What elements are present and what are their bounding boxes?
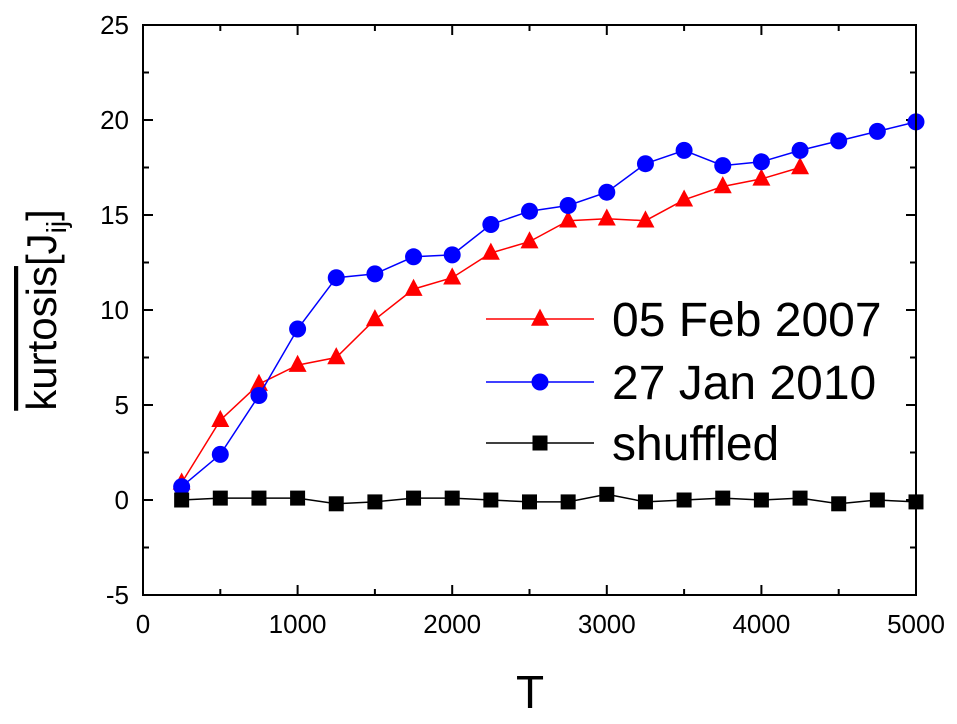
y-axis-title-bracket-close: ] — [18, 209, 65, 221]
data-point-square — [406, 490, 422, 506]
y-axis-title-bracket-open: [J — [18, 233, 65, 266]
y-tick-label: 20 — [100, 105, 129, 135]
x-tick-label: 5000 — [887, 609, 945, 639]
data-point-circle — [173, 478, 191, 496]
data-point-circle — [714, 157, 732, 175]
y-tick-label: -5 — [106, 580, 129, 610]
data-point-square — [831, 496, 847, 512]
data-point-circle — [443, 246, 461, 264]
legend-item: shuffled — [486, 418, 779, 471]
data-point-triangle — [559, 210, 578, 228]
data-point-triangle — [791, 157, 810, 175]
data-point-circle — [521, 202, 538, 220]
legend-label: 27 Jan 2010 — [612, 357, 876, 410]
data-point-circle — [366, 265, 384, 283]
data-point-circle — [675, 141, 693, 159]
series-1 — [173, 113, 925, 496]
legend-marker-square — [532, 435, 548, 451]
data-point-circle — [752, 153, 770, 171]
data-point-square — [328, 496, 344, 512]
data-point-square — [599, 486, 615, 502]
data-point-square — [676, 492, 692, 508]
y-axis-title-overline: kurtosis — [18, 266, 65, 411]
x-tick-label: 0 — [136, 609, 150, 639]
y-tick-label: 15 — [100, 200, 129, 230]
plot-frame — [142, 24, 917, 596]
data-point-triangle — [597, 208, 616, 226]
data-point-square — [212, 490, 228, 506]
legend-label: 05 Feb 2007 — [612, 294, 882, 347]
data-point-triangle — [443, 267, 462, 285]
data-point-circle — [482, 216, 500, 233]
y-tick-label: 10 — [100, 295, 129, 325]
data-point-square — [715, 490, 731, 506]
legend-label: shuffled — [612, 418, 779, 471]
data-point-circle — [868, 122, 886, 140]
svg-text:kurtosis[Jij]: kurtosis[Jij] — [18, 209, 72, 411]
series-layer — [172, 113, 925, 512]
data-point-square — [792, 490, 808, 506]
data-point-square — [637, 494, 653, 510]
x-tick-label: 1000 — [269, 609, 327, 639]
y-tick-label: 5 — [115, 390, 129, 420]
data-point-circle — [250, 387, 268, 404]
data-point-square — [367, 494, 383, 510]
data-point-triangle — [365, 309, 384, 327]
legend-marker-circle — [531, 373, 549, 391]
data-point-circle — [327, 269, 345, 287]
x-tick-label: 3000 — [578, 609, 636, 639]
data-point-circle — [791, 141, 809, 159]
x-axis-title: T — [516, 666, 544, 718]
data-point-square — [290, 490, 306, 506]
data-point-square — [444, 490, 460, 506]
data-point-circle — [289, 320, 307, 338]
data-point-square — [869, 492, 885, 508]
data-point-square — [174, 492, 190, 508]
data-point-square — [522, 494, 537, 510]
y-axis-title: kurtosis[Jij] — [18, 209, 72, 411]
x-tick-label: 4000 — [732, 609, 790, 639]
data-point-square — [251, 490, 267, 506]
legend: 05 Feb 2007 27 Jan 2010 shuffled — [486, 294, 882, 471]
data-point-square — [483, 492, 499, 508]
x-tick-label: 2000 — [423, 609, 481, 639]
data-point-circle — [636, 155, 654, 173]
data-point-triangle — [288, 354, 307, 372]
data-point-triangle — [752, 168, 771, 186]
data-point-circle — [405, 248, 423, 266]
y-axis-title-subscript: ij — [41, 221, 72, 233]
data-point-triangle — [404, 278, 423, 296]
legend-item: 27 Jan 2010 — [486, 357, 876, 410]
data-point-triangle — [520, 231, 539, 249]
legend-marker-triangle — [531, 308, 549, 326]
data-point-triangle — [211, 409, 230, 427]
data-point-square — [560, 494, 576, 510]
data-point-triangle — [481, 242, 500, 260]
data-point-circle — [598, 183, 616, 201]
y-tick-label: 25 — [100, 10, 129, 40]
data-point-triangle — [713, 176, 732, 194]
data-point-circle — [559, 197, 577, 214]
y-tick-label: 0 — [115, 485, 129, 515]
data-point-triangle — [636, 210, 655, 228]
data-point-circle — [830, 132, 848, 150]
data-point-circle — [211, 445, 229, 463]
data-point-square — [753, 492, 769, 508]
legend-item: 05 Feb 2007 — [486, 294, 882, 347]
data-point-triangle — [327, 347, 346, 365]
series-2 — [174, 486, 924, 512]
data-point-triangle — [675, 189, 694, 207]
